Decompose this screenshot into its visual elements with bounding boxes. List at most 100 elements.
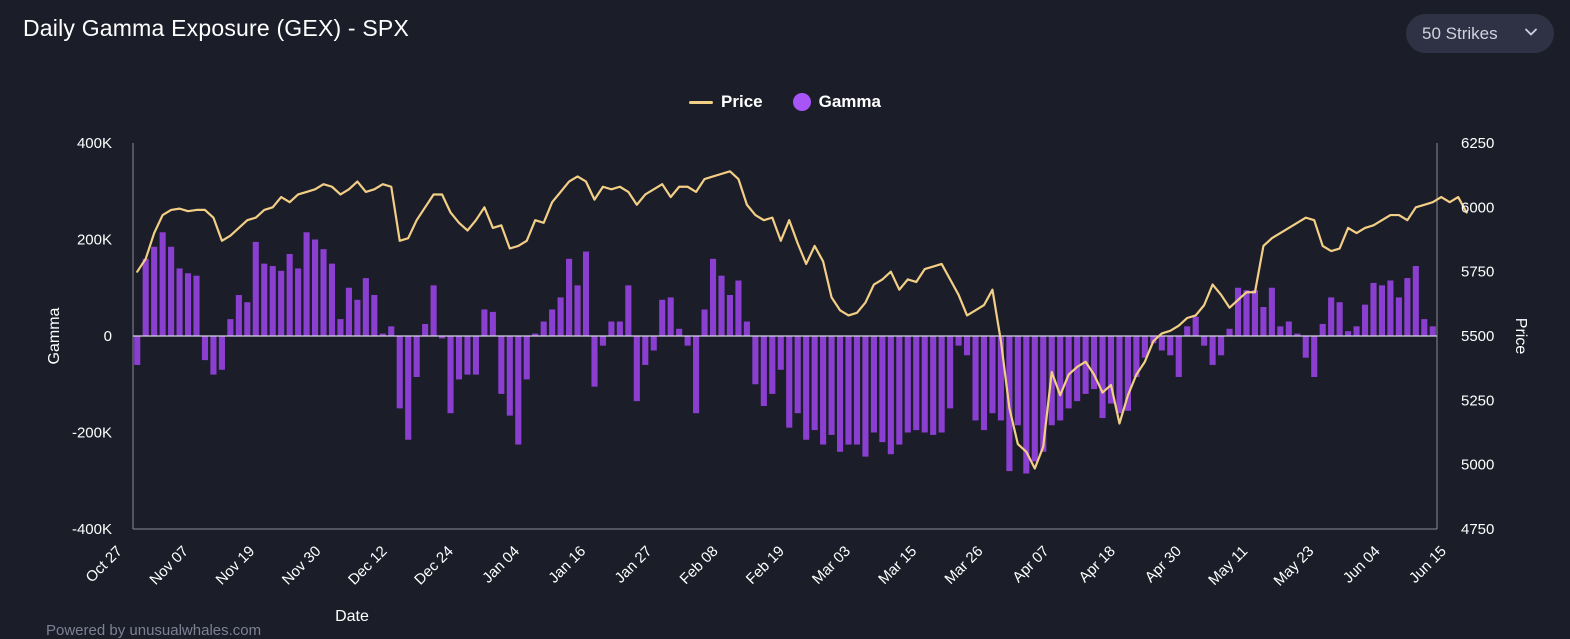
gamma-bar[interactable]	[168, 246, 175, 336]
gamma-bar[interactable]	[1065, 336, 1072, 409]
gamma-bar[interactable]	[955, 336, 962, 346]
gamma-bar[interactable]	[227, 319, 234, 336]
gamma-bar[interactable]	[320, 249, 327, 336]
gamma-bar[interactable]	[430, 285, 437, 336]
legend-item-price[interactable]: Price	[689, 92, 763, 112]
gamma-bar[interactable]	[1074, 336, 1081, 402]
gamma-bar[interactable]	[1218, 336, 1225, 356]
gamma-bar[interactable]	[1404, 278, 1411, 336]
gamma-bar[interactable]	[904, 336, 911, 433]
gamma-bar[interactable]	[921, 336, 928, 433]
gamma-bar[interactable]	[938, 336, 945, 433]
gamma-bar[interactable]	[616, 321, 623, 336]
gamma-bar[interactable]	[1023, 336, 1030, 474]
gamma-bar[interactable]	[1124, 336, 1131, 411]
gamma-bar[interactable]	[786, 336, 793, 428]
gamma-bar[interactable]	[1150, 336, 1157, 344]
gamma-bar[interactable]	[1175, 336, 1182, 378]
gamma-bar[interactable]	[396, 336, 403, 409]
gamma-bar[interactable]	[1234, 287, 1242, 336]
gamma-bar[interactable]	[659, 299, 666, 336]
gamma-bar[interactable]	[235, 294, 242, 336]
gamma-bar[interactable]	[1192, 316, 1199, 336]
gamma-bar[interactable]	[1387, 280, 1394, 336]
gamma-bar[interactable]	[777, 336, 784, 370]
gamma-bar[interactable]	[769, 336, 776, 394]
gamma-bar[interactable]	[853, 336, 861, 445]
gamma-bar[interactable]	[176, 268, 183, 336]
gamma-bar[interactable]	[1226, 328, 1233, 336]
gamma-bar[interactable]	[752, 336, 759, 385]
gamma-bar[interactable]	[498, 336, 505, 394]
gamma-bar[interactable]	[684, 336, 691, 346]
gamma-bar[interactable]	[1319, 323, 1326, 336]
gamma-bar[interactable]	[811, 336, 818, 431]
gamma-bar[interactable]	[1294, 333, 1301, 336]
gamma-bar[interactable]	[422, 323, 429, 336]
gamma-bar[interactable]	[836, 336, 844, 452]
gamma-bar[interactable]	[566, 258, 573, 336]
gamma-bar[interactable]	[1260, 307, 1267, 336]
gamma-bar[interactable]	[794, 336, 801, 414]
gamma-bar[interactable]	[1277, 326, 1284, 336]
gamma-bar[interactable]	[1184, 326, 1191, 336]
gamma-bar[interactable]	[997, 336, 1004, 421]
gamma-bar[interactable]	[701, 309, 708, 336]
gamma-bar[interactable]	[1091, 336, 1098, 390]
gamma-bar[interactable]	[201, 336, 209, 361]
gamma-bar[interactable]	[1167, 336, 1174, 356]
gamma-bar[interactable]	[1107, 336, 1115, 404]
gamma-bar[interactable]	[582, 251, 590, 336]
gamma-bar[interactable]	[481, 309, 488, 336]
legend-item-gamma[interactable]: Gamma	[792, 92, 881, 112]
gamma-bar[interactable]	[718, 275, 725, 336]
gamma-bar[interactable]	[1336, 302, 1343, 336]
gamma-bar[interactable]	[540, 321, 547, 336]
gamma-bar[interactable]	[1133, 336, 1140, 378]
gamma-bar[interactable]	[151, 246, 158, 336]
gamma-bar[interactable]	[472, 336, 479, 375]
gamma-bar[interactable]	[1057, 336, 1064, 421]
gamma-bar[interactable]	[252, 241, 259, 336]
gamma-bar[interactable]	[210, 336, 217, 375]
gamma-bar[interactable]	[1302, 336, 1309, 358]
gamma-bar[interactable]	[828, 336, 835, 435]
gamma-bar[interactable]	[574, 285, 581, 336]
gamma-bar[interactable]	[261, 263, 268, 337]
gamma-bar[interactable]	[642, 336, 649, 365]
gamma-bar[interactable]	[134, 336, 141, 365]
gamma-bar[interactable]	[464, 336, 471, 375]
gamma-bar[interactable]	[218, 336, 225, 370]
gamma-bar[interactable]	[1285, 321, 1292, 336]
gamma-bar[interactable]	[295, 268, 302, 336]
gamma-bar[interactable]	[1014, 336, 1021, 426]
gamma-bar[interactable]	[1201, 336, 1208, 346]
gamma-bar[interactable]	[269, 266, 276, 336]
gamma-bar[interactable]	[879, 336, 886, 443]
gamma-bar[interactable]	[972, 336, 979, 421]
gamma-bar[interactable]	[633, 336, 640, 402]
gamma-bar[interactable]	[328, 263, 336, 337]
gamma-bar[interactable]	[947, 336, 954, 409]
gamma-bar[interactable]	[345, 287, 352, 336]
gamma-bar[interactable]	[1158, 336, 1165, 351]
gamma-bar[interactable]	[159, 232, 166, 336]
gamma-bar[interactable]	[286, 253, 293, 336]
gamma-bar[interactable]	[1251, 290, 1258, 336]
gamma-bar[interactable]	[1328, 297, 1335, 336]
gamma-bar[interactable]	[312, 239, 319, 337]
gamma-bar[interactable]	[1429, 326, 1436, 336]
gamma-bar[interactable]	[1141, 336, 1148, 358]
gamma-bar[interactable]	[278, 270, 285, 336]
gamma-bar[interactable]	[439, 336, 446, 339]
gamma-bar[interactable]	[405, 336, 412, 440]
gamma-bar[interactable]	[913, 336, 920, 431]
gamma-bar[interactable]	[735, 280, 742, 336]
gamma-bar[interactable]	[354, 299, 361, 336]
gamma-bar[interactable]	[388, 326, 395, 336]
gamma-bar[interactable]	[1268, 287, 1275, 336]
gamma-bar[interactable]	[887, 336, 894, 455]
gamma-bar[interactable]	[870, 336, 877, 433]
gamma-bar[interactable]	[549, 309, 556, 336]
gamma-bar[interactable]	[244, 302, 251, 336]
